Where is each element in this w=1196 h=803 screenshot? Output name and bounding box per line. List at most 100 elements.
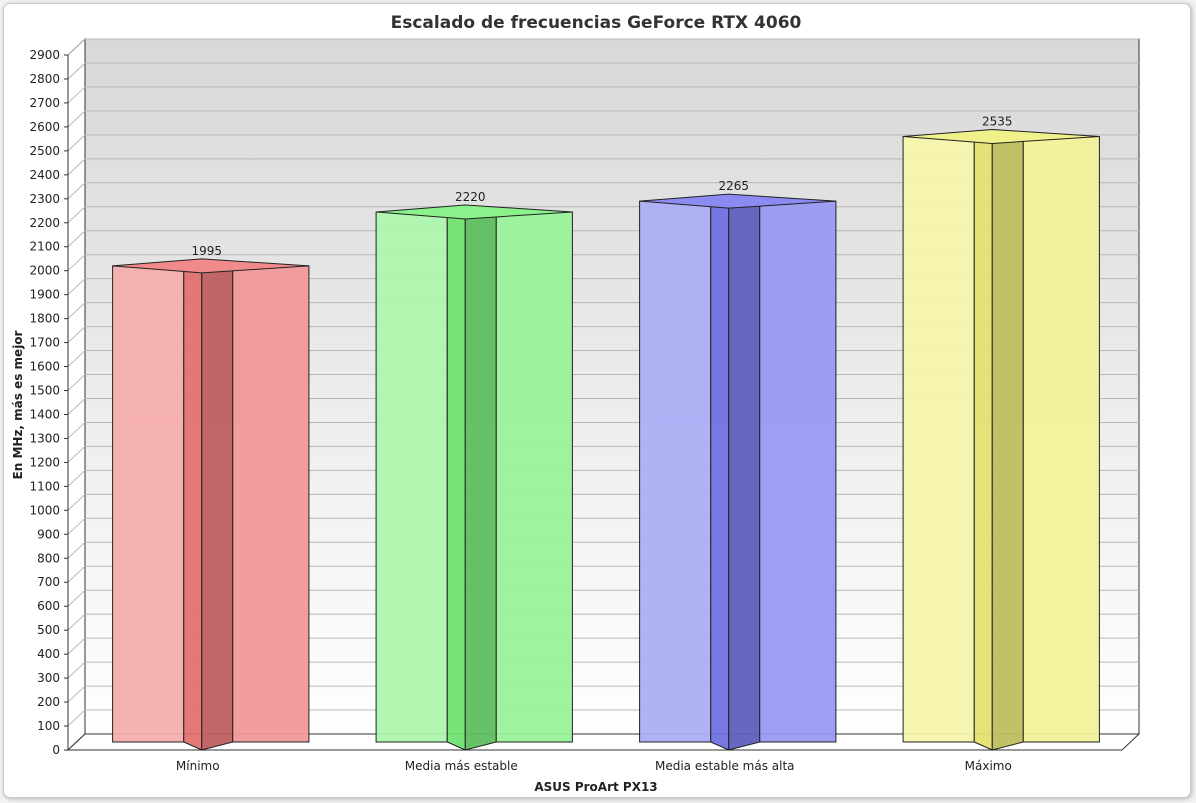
bar: 2535 [902,114,1100,751]
grid-side-line [67,613,86,631]
grid-side-line [67,278,86,296]
y-tick-label: 1600 [29,360,60,374]
y-tick-label: 2700 [29,96,60,110]
y-tick-label: 1200 [29,455,60,469]
y-tick-label: 700 [37,575,60,589]
grid-side-line [67,637,86,655]
grid-side-line [67,661,86,679]
grid-side-line [67,709,86,727]
y-tick-label: 100 [37,719,60,733]
grid-side-line [67,158,86,176]
x-axis-title: ASUS ProArt PX13 [534,780,657,794]
plot-floor [66,733,1141,751]
grid-side-line [67,589,86,607]
bar-face-center [728,200,761,751]
y-tick-label: 500 [37,623,60,637]
bar-value-label: 2220 [455,190,486,204]
y-tick-label: 1100 [29,479,60,493]
grid-side-line [67,302,86,319]
y-tick-label: 200 [37,695,60,709]
x-axis-categories: Mínimo Media más estable Media estable más… [176,759,1012,773]
y-tick-label: 2100 [29,240,60,254]
bar-top [903,128,1100,144]
bar-top [376,204,573,220]
x-category-label: Mínimo [176,759,220,773]
grid-side-line [67,182,86,200]
bar-top [639,193,836,209]
grid-side-line [67,350,86,367]
grid-side-line [67,398,86,415]
bar-face-right [495,211,573,743]
y-tick-label: 2600 [29,120,60,134]
y-tick-label: 2000 [29,264,60,278]
grid-side-line [67,374,86,391]
grid-side-line [67,134,86,152]
grid-side-line [67,493,86,511]
bar-face-center [201,265,234,751]
y-tick-label: 2200 [29,216,60,230]
y-tick-label: 400 [37,647,60,661]
bar-face-left [112,265,185,743]
plot-left-wall [67,37,86,752]
bar-face-left [639,200,712,743]
y-tick-label: 1900 [29,288,60,302]
grid-side-line [67,62,86,80]
bar-value-label: 2265 [718,179,749,193]
x-category-label: Media estable más alta [655,759,795,773]
bar: 2265 [639,179,837,751]
bar-face-center [464,211,497,751]
grid-side-line [67,254,86,272]
grid-side-line [67,541,86,559]
grid-side-line [67,206,86,224]
y-tick-label: 1400 [29,407,60,421]
grid-side-line [67,38,86,56]
bar-top [112,258,309,274]
grid-side-line [67,110,86,128]
grid-side-line [67,230,86,248]
y-tick-label: 300 [37,671,60,685]
y-tick-label: 2500 [29,144,60,158]
grid-side-line [67,422,86,439]
y-tick-label: 2900 [29,48,60,62]
y-tick-label: 2400 [29,168,60,182]
chart-title: Escalado de frecuencias GeForce RTX 4060 [391,13,802,33]
y-axis-title: En MHz, más es mejor [11,330,25,479]
bar-face-right [232,265,310,743]
bar-face-center [991,135,1024,751]
x-category-label: Media más estable [405,759,518,773]
y-tick-label: 1500 [29,384,60,398]
grid-side-line [67,517,86,535]
bar-face-inner [183,265,203,751]
y-tick-label: 1800 [29,312,60,326]
bar-face-inner [710,200,730,751]
bar-face-right [759,200,837,743]
grid-side-line [67,685,86,703]
y-tick-label: 600 [37,599,60,613]
bar-face-inner [973,135,993,751]
bar-value-label: 1995 [191,244,222,258]
y-tick-label: 1700 [29,336,60,350]
y-tick-label: 800 [37,551,60,565]
bar-face-left [902,135,975,743]
bar-face-left [375,211,448,743]
bar-face-inner [446,211,466,751]
bar-value-label: 2535 [982,114,1013,128]
bar: 1995 [112,244,310,751]
y-tick-label: 2300 [29,192,60,206]
bars: 1995 2220 2265 2535 [112,114,1100,751]
grid-side-line [67,326,86,343]
y-tick-label: 900 [37,527,60,541]
grid-side-line [67,446,86,463]
y-tick-label: 0 [52,743,60,757]
bar: 2220 [375,190,573,751]
y-axis-ticks: 0 100 200 300 400 500 600 700 800 900 1000 1100 1200… [29,48,69,757]
bar-face-right [1022,135,1100,743]
grid-side-line [67,565,86,583]
y-tick-label: 1300 [29,431,60,445]
y-tick-label: 1000 [29,503,60,517]
y-tick-label: 2800 [29,72,60,86]
x-category-label: Máximo [965,759,1012,773]
grid-side-line [67,470,86,487]
grid-side-line [67,86,86,104]
